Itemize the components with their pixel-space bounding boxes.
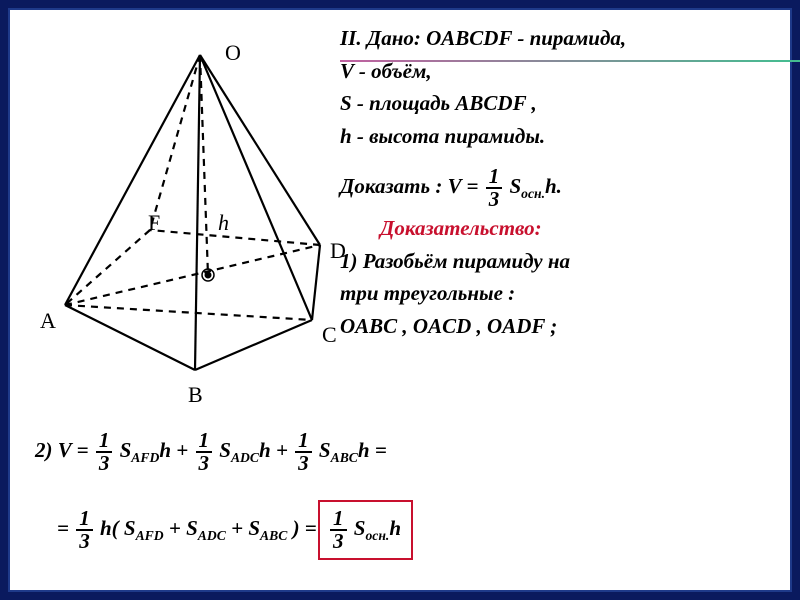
proof-step1b: три треугольные : — [340, 277, 780, 310]
prove-tail: h. — [545, 174, 562, 198]
prove-prefix: Доказать : V = — [340, 174, 478, 198]
prove-sub: осн. — [521, 186, 545, 201]
text-content: II. Дано: OABCDF - пирамида, V - объём, … — [340, 22, 780, 342]
given-line3: S - площадь ABCDF , — [340, 87, 780, 120]
proof-step1a: 1) Разобьём пирамиду на — [340, 245, 780, 278]
pyramid-diagram: O A B C D F h — [30, 30, 350, 370]
label-C: C — [322, 322, 337, 348]
label-h: h — [218, 210, 229, 236]
proof-title: Доказательство: — [340, 212, 780, 245]
given-line1: II. Дано: OABCDF - пирамида, — [340, 22, 780, 55]
prove-line: Доказать : V = 1 3 Sосн.h. — [340, 166, 780, 210]
label-B: B — [188, 382, 203, 408]
label-O: O — [225, 40, 241, 66]
formula-block: 2) V = 13 SAFDh + 13 SADCh + 13 SABCh = … — [35, 430, 775, 560]
formula-line1: 2) V = 13 SAFDh + 13 SADCh + 13 SABCh = — [35, 430, 775, 474]
pyramid-svg — [30, 30, 350, 390]
prove-s: S — [509, 174, 521, 198]
slide: O A B C D F h II. Дано: OABCDF - пирамид… — [8, 8, 792, 592]
proof-step1c: OABC , OACD , OADF ; — [340, 310, 780, 343]
formula-line2: = 13 h( SAFD + SADC + SABC ) = 13 Sосн.h — [35, 500, 775, 560]
label-F: F — [148, 210, 160, 236]
given-line2: V - объём, — [340, 55, 780, 88]
given-line4: h - высота пирамиды. — [340, 120, 780, 153]
label-A: A — [40, 308, 56, 334]
fraction: 1 3 — [486, 166, 503, 210]
result-box: 13 Sосн.h — [318, 500, 413, 560]
